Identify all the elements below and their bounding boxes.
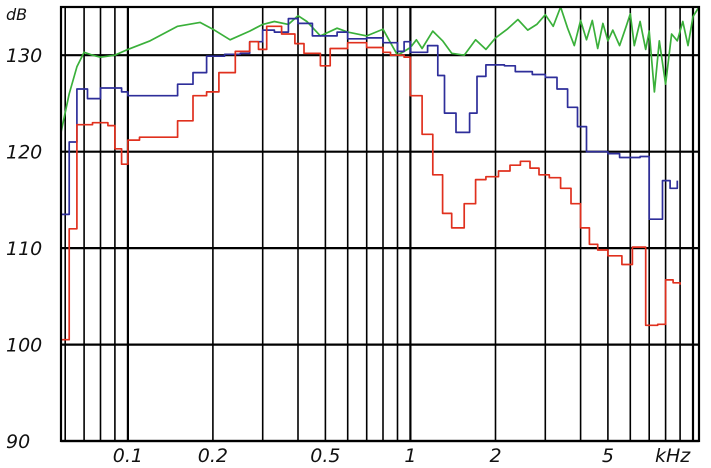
y-tick-label: 120 xyxy=(6,142,42,164)
y-tick-labels: 90 100 110 120 130 xyxy=(6,45,42,453)
x-tick-label: 0.2 xyxy=(198,445,228,467)
x-tick-label: 5 xyxy=(602,445,614,467)
x-tick-label: 0.5 xyxy=(310,445,340,467)
x-tick-label: 0.1 xyxy=(113,445,143,467)
series-line-2 xyxy=(61,17,679,221)
series-lines xyxy=(60,6,700,341)
x-tick-labels: 0.1 0.2 0.5 1 2 5 xyxy=(113,445,614,467)
series-line-3 xyxy=(61,25,681,341)
x-tick-label: 1 xyxy=(404,445,416,467)
y-axis-unit-label: dB xyxy=(6,5,27,24)
y-tick-label: 90 xyxy=(6,431,30,453)
y-tick-label: 130 xyxy=(6,45,42,67)
series-line-1 xyxy=(60,6,700,133)
x-tick-label: 2 xyxy=(489,445,501,467)
x-axis-unit-label: kHz xyxy=(655,445,691,467)
plot-frame xyxy=(59,5,701,443)
y-tick-label: 110 xyxy=(6,238,42,260)
grid xyxy=(61,7,699,443)
y-tick-label: 100 xyxy=(6,335,42,357)
